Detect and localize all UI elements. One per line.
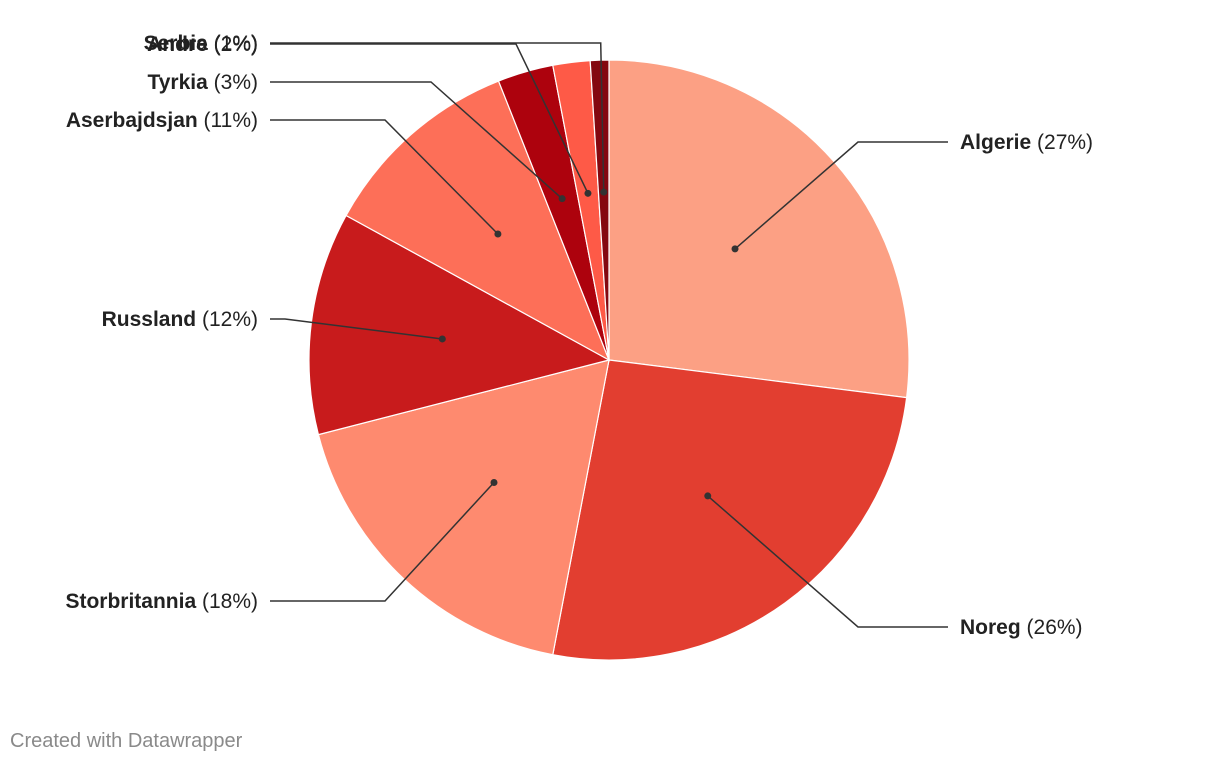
slice-label-value: (26%) bbox=[1021, 616, 1083, 639]
pie-slice-storbritannia bbox=[317, 359, 610, 656]
slice-label-aserbajdsjan: Aserbajdsjan (11%) bbox=[66, 109, 258, 132]
leader-line-noreg bbox=[707, 495, 948, 628]
slice-label-value: (27%) bbox=[1031, 131, 1093, 154]
slice-label-tyrkia: Tyrkia (3%) bbox=[147, 71, 258, 94]
leader-dot-storbritannia bbox=[490, 478, 498, 486]
leader-dot-serbia bbox=[600, 188, 608, 196]
slice-label-name: Algerie bbox=[960, 131, 1031, 154]
leader-line-russland bbox=[270, 318, 443, 340]
pie-slice-aserbajdsjan bbox=[345, 80, 611, 362]
slice-label-value: (1%) bbox=[208, 32, 258, 55]
slice-label-name: Russland bbox=[102, 308, 197, 331]
slice-label-value: (2%) bbox=[208, 33, 258, 56]
leader-dot-aserbajdsjan bbox=[494, 230, 502, 238]
slice-label-value: (12%) bbox=[196, 308, 258, 331]
slice-label-value: (3%) bbox=[208, 71, 258, 94]
leader-dot-noreg bbox=[704, 492, 712, 500]
leader-dot-russland bbox=[438, 335, 446, 343]
datawrapper-credit: Created with Datawrapper bbox=[10, 730, 243, 752]
pie-slice-noreg bbox=[552, 359, 908, 661]
leader-line-tyrkia bbox=[270, 81, 563, 200]
slice-label-value: (11%) bbox=[198, 109, 258, 132]
slice-label-name: Andre bbox=[147, 33, 208, 56]
leader-line-storbritannia bbox=[270, 481, 495, 602]
slice-label-name: Noreg bbox=[960, 616, 1021, 639]
leader-line-aserbajdsjan bbox=[270, 119, 499, 235]
slice-label-algerie: Algerie (27%) bbox=[960, 131, 1093, 154]
labels-layer: Algerie (27%) Noreg (26%) Storbritannia (1… bbox=[65, 32, 1093, 639]
slice-label-value: (18%) bbox=[196, 590, 258, 613]
pie-chart: Algerie (27%) Noreg (26%) Storbritannia (1… bbox=[65, 32, 1093, 661]
leader-dot-tyrkia bbox=[558, 195, 566, 203]
slice-label-name: Serbia bbox=[144, 32, 209, 55]
slice-label-name: Tyrkia bbox=[147, 71, 208, 94]
leader-line-andre bbox=[270, 43, 589, 194]
leader-dot-algerie bbox=[731, 245, 739, 253]
leader-dot-andre bbox=[584, 189, 592, 197]
slice-label-storbritannia: Storbritannia (18%) bbox=[65, 590, 258, 613]
slice-label-serbia: Serbia (1%) bbox=[144, 32, 258, 55]
pie-slice-serbia bbox=[589, 59, 610, 361]
slice-label-noreg: Noreg (26%) bbox=[960, 616, 1083, 639]
leader-line-algerie bbox=[734, 141, 948, 250]
slice-label-name: Storbritannia bbox=[65, 590, 196, 613]
leaders-layer bbox=[270, 42, 948, 628]
slice-label-russland: Russland (12%) bbox=[102, 308, 258, 331]
slice-label-andre: Andre (2%) bbox=[147, 33, 258, 56]
pie-chart-svg: Algerie (27%) Noreg (26%) Storbritannia (1… bbox=[65, 32, 1093, 661]
slice-label-name: Aserbajdsjan bbox=[66, 109, 198, 132]
leader-line-serbia bbox=[270, 42, 605, 193]
slices-layer bbox=[308, 59, 910, 661]
